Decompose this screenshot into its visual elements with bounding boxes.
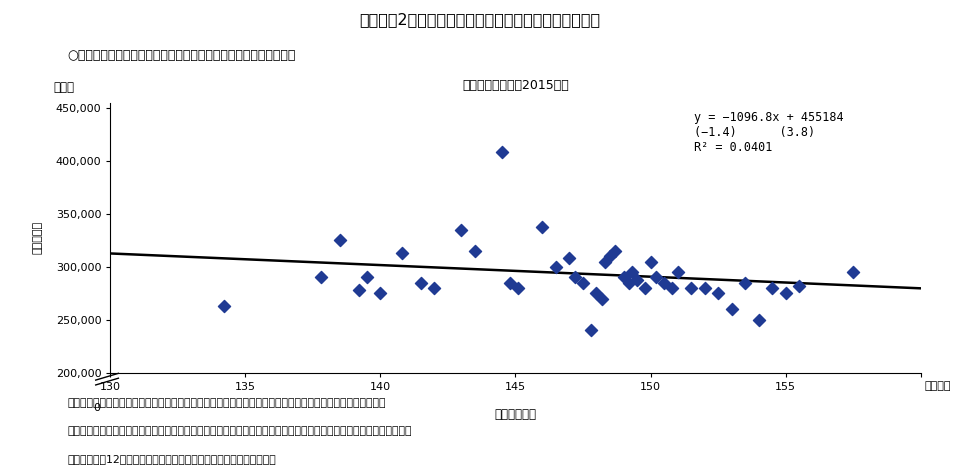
Point bbox=[608, 247, 623, 254]
Point bbox=[332, 237, 347, 244]
Point bbox=[711, 289, 726, 297]
Point bbox=[791, 282, 807, 289]
Point bbox=[575, 279, 591, 287]
Point bbox=[624, 268, 640, 276]
Point bbox=[394, 249, 409, 257]
Point bbox=[595, 295, 610, 302]
Point bbox=[656, 279, 671, 287]
Text: 資料出所　厚生労働省「毎月勤労統計調査（地方調査）」をもとに厚生労働省労働政策担当参事官室にて作成: 資料出所 厚生労働省「毎月勤労統計調査（地方調査）」をもとに厚生労働省労働政策担… bbox=[67, 398, 386, 408]
Point bbox=[669, 268, 685, 276]
Text: 付３－（2）－１図　都道府県別労働時間と賃金の関係: 付３－（2）－１図 都道府県別労働時間と賃金の関係 bbox=[359, 12, 600, 27]
Text: （時間）: （時間） bbox=[924, 381, 951, 391]
Text: 時間て12倍し年になおしたもの。賃金は現金給与総額の数値。: 時間て12倍し年になおしたもの。賃金は現金給与総額の数値。 bbox=[67, 454, 276, 464]
Point bbox=[360, 274, 375, 281]
Point bbox=[567, 274, 582, 281]
Point bbox=[427, 284, 442, 292]
Point bbox=[494, 149, 509, 156]
Point bbox=[648, 274, 664, 281]
Text: （給与額）: （給与額） bbox=[33, 221, 42, 254]
Point bbox=[351, 287, 366, 294]
Point bbox=[665, 284, 680, 292]
Point bbox=[373, 289, 388, 297]
Point bbox=[751, 316, 766, 323]
Point bbox=[846, 268, 861, 276]
Point bbox=[621, 279, 637, 287]
Text: 0: 0 bbox=[94, 403, 101, 413]
Point bbox=[314, 274, 329, 281]
Point bbox=[216, 302, 231, 310]
Point bbox=[737, 279, 753, 287]
Point bbox=[549, 263, 564, 271]
Point bbox=[697, 284, 713, 292]
Point bbox=[684, 284, 699, 292]
Point bbox=[602, 253, 618, 260]
Point bbox=[778, 289, 793, 297]
Point bbox=[454, 226, 469, 233]
Point bbox=[596, 258, 612, 265]
Point bbox=[467, 247, 482, 254]
Text: y = −1096.8x + 455184
(−1.4)      (3.8)
R² = 0.0401: y = −1096.8x + 455184 (−1.4) (3.8) R² = … bbox=[693, 110, 843, 154]
Point bbox=[562, 254, 577, 262]
Point bbox=[583, 327, 598, 334]
Point bbox=[643, 258, 658, 265]
Text: （注）　毎月勤労統計調査（地方調査）の数値は、事業所規樯５人以上、調査産業計のものであり、１か月の総実労働: （注） 毎月勤労統計調査（地方調査）の数値は、事業所規樯５人以上、調査産業計のも… bbox=[67, 426, 411, 436]
Point bbox=[510, 284, 526, 292]
Text: （円）: （円） bbox=[54, 82, 75, 95]
Text: （労働時間）: （労働時間） bbox=[495, 408, 536, 421]
Text: 労働時間と賃金（2015年）: 労働時間と賃金（2015年） bbox=[462, 79, 569, 92]
Text: ○　労働時間が短いほど賃金が減少するという関係はみられない。: ○ 労働時間が短いほど賃金が減少するという関係はみられない。 bbox=[67, 49, 295, 62]
Point bbox=[616, 274, 631, 281]
Point bbox=[535, 223, 550, 230]
Point bbox=[503, 279, 518, 287]
Point bbox=[638, 284, 653, 292]
Point bbox=[724, 306, 739, 313]
Point bbox=[764, 284, 780, 292]
Point bbox=[413, 279, 429, 287]
Point bbox=[589, 289, 604, 297]
Point bbox=[629, 276, 644, 283]
